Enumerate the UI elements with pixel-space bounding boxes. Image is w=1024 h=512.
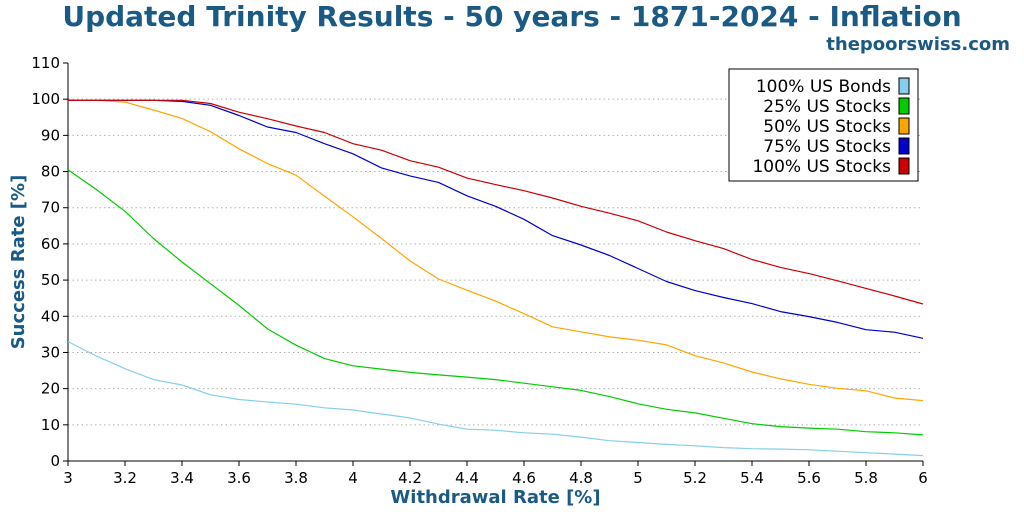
series-line-2 <box>68 99 924 402</box>
x-tick-label: 3.4 <box>170 469 194 487</box>
legend-box <box>728 68 919 182</box>
x-tick-label: 5 <box>633 469 643 487</box>
y-tick-label: 40 <box>41 307 60 325</box>
y-tick-label: 30 <box>41 343 60 361</box>
site-credit: thepoorswiss.com <box>826 34 1010 55</box>
y-tick-label: 10 <box>41 416 60 434</box>
series-line-3 <box>68 99 924 339</box>
y-tick-label: 80 <box>41 163 60 181</box>
x-tick-label: 5.8 <box>854 469 878 487</box>
y-tick-label: 110 <box>31 54 60 72</box>
x-tick-label: 4.2 <box>398 469 422 487</box>
legend-swatch <box>898 97 910 115</box>
series-line-1 <box>67 169 924 436</box>
x-tick-label: 4 <box>348 469 358 487</box>
axes: 0 10 20 30 40 50 60 70 80 90 100 110 3 3.2 3.4 3.6 3.8 4 4… <box>31 54 927 487</box>
y-axis-label: Success Rate [%] <box>8 175 29 350</box>
chart-title: Updated Trinity Results - 50 years - 187… <box>62 0 962 33</box>
y-tick-label: 90 <box>41 126 60 144</box>
x-tick-label: 6 <box>918 469 928 487</box>
x-axis-label: Withdrawal Rate [%] <box>390 487 600 508</box>
legend-swatch <box>898 157 910 175</box>
x-tick-label: 5.6 <box>797 469 821 487</box>
x-tick-label: 5.2 <box>683 469 707 487</box>
series-line-0 <box>67 341 924 457</box>
x-tick-label: 3.6 <box>227 469 251 487</box>
y-tick-label: 100 <box>31 90 60 108</box>
series-lines <box>67 99 924 457</box>
x-tick-label: 3.2 <box>113 469 137 487</box>
y-tick-label: 50 <box>41 271 60 289</box>
x-tick-label: 4.4 <box>455 469 479 487</box>
legend-swatch <box>898 137 910 155</box>
x-tick-label: 3 <box>63 469 73 487</box>
x-tick-label: 4.8 <box>569 469 593 487</box>
y-tick-label: 60 <box>41 235 60 253</box>
legend-label: 100% US Stocks <box>752 157 891 177</box>
y-tick-label: 20 <box>41 380 60 398</box>
x-tick-label: 5.4 <box>740 469 764 487</box>
legend-label: 25% US Stocks <box>763 97 891 117</box>
x-tick-label: 4.6 <box>512 469 536 487</box>
legend-label: 100% US Bonds <box>756 77 891 97</box>
legend-label: 50% US Stocks <box>763 117 891 137</box>
series-line-4 <box>68 99 924 305</box>
legend-swatch <box>898 77 910 95</box>
legend-label: 75% US Stocks <box>763 137 891 157</box>
x-tick-label: 3.8 <box>284 469 308 487</box>
legend-swatch <box>898 117 910 135</box>
y-tick-label: 70 <box>41 199 60 217</box>
y-tick-label: 0 <box>50 452 60 470</box>
